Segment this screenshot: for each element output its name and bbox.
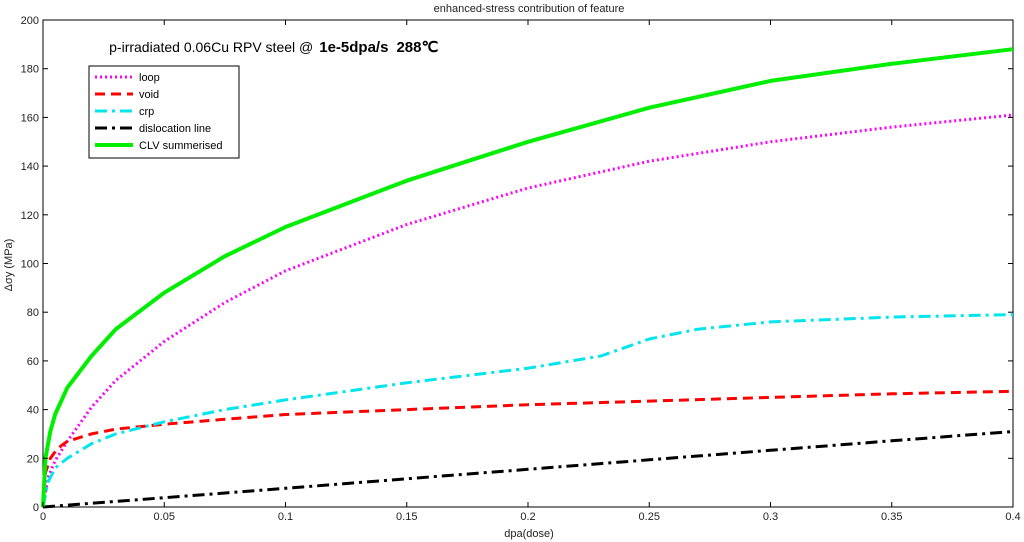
series-line-crp (41, 313, 1014, 508)
y-tick-label: 120 (21, 210, 39, 222)
y-axis-label: Δσy (MPa) (3, 239, 15, 292)
y-tick-label: 160 (21, 112, 39, 124)
series-line-clv-summerised (41, 47, 1014, 508)
y-tick-label: 0 (33, 502, 39, 514)
y-tick-label: 60 (27, 356, 39, 368)
x-tick-label: 0.3 (763, 511, 778, 523)
legend-label: void (139, 89, 159, 101)
x-tick-label: 0.1 (278, 511, 293, 523)
y-axis-ticks: 0 20 40 60 80 100 120 140 160 180 200 (21, 15, 1013, 514)
y-tick-label: 100 (21, 259, 39, 271)
series-line-loop (41, 113, 1014, 508)
y-tick-label: 140 (21, 161, 39, 173)
x-tick-label: 0.05 (154, 511, 175, 523)
y-tick-label: 180 (21, 64, 39, 76)
annotation-sample: -irradiated 0.06Cu RPV steel @ (117, 39, 313, 55)
annotation-prefix: p (109, 39, 117, 55)
series-line-void (41, 389, 1014, 508)
legend-label: loop (139, 72, 160, 84)
y-tick-label: 200 (21, 15, 39, 27)
x-tick-label: 0.15 (396, 511, 417, 523)
x-tick-label: 0.35 (881, 511, 902, 523)
series-line-dislocation-line (42, 430, 1014, 509)
x-tick-label: 0 (40, 511, 46, 523)
series-layer (41, 47, 1014, 509)
x-axis-label: dpa(dose) (504, 528, 554, 540)
x-axis-ticks: 0 0.05 0.1 0.15 0.2 0.25 0.3 0.35 0.4 (40, 20, 1021, 523)
chart-title: enhanced-stress contribution of feature (434, 3, 625, 15)
x-tick-label: 0.2 (520, 511, 535, 523)
x-tick-label: 0.25 (639, 511, 660, 523)
x-tick-label: 0.4 (1005, 511, 1020, 523)
y-tick-label: 40 (27, 405, 39, 417)
annotation-rate: 1e-5dpa/s (319, 39, 388, 56)
svg-text:p-irradiated 0.06Cu RPV steel: p-irradiated 0.06Cu RPV steel @ 1e-5dpa/s… (78, 39, 461, 56)
legend-label: CLV summerised (139, 140, 223, 152)
legend-label: dislocation line (139, 123, 211, 135)
legend-label: crp (139, 106, 154, 118)
legend: loop void crp dislocation line CLV summerise… (88, 65, 240, 159)
annotation: p-irradiated 0.06Cu RPV steel @ 1e-5dpa/s… (78, 39, 461, 56)
annotation-temperature: 288℃ (396, 39, 438, 56)
y-tick-label: 20 (27, 453, 39, 465)
y-tick-label: 80 (27, 307, 39, 319)
